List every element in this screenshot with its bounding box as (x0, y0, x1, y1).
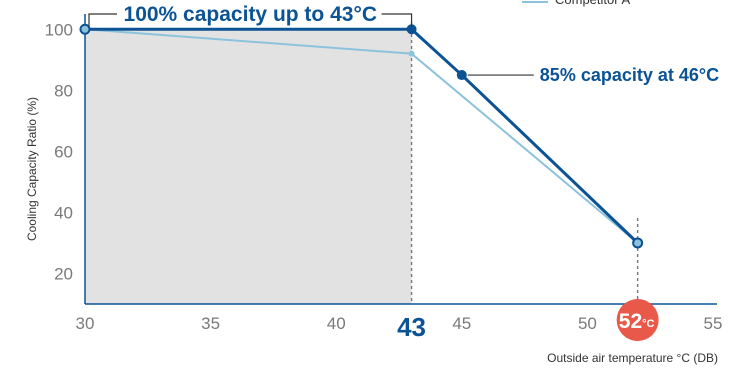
x-tick-label-45: 45 (452, 314, 471, 333)
highlight-tick-43: 43 (397, 312, 426, 342)
y-axis-label: Cooling Capacity Ratio (%) (25, 97, 39, 241)
data-point-main-43 (406, 24, 417, 35)
highlight-tick-52-unit: °C (642, 318, 654, 330)
data-point-main-52 (632, 237, 644, 249)
x-tick-label-35: 35 (201, 314, 220, 333)
annotation-100-capacity: 100% capacity up to 43°C (124, 3, 378, 26)
annotation-bracket-left (88, 13, 117, 28)
highlight-badge-52 (616, 299, 659, 341)
y-tick-label-40: 40 (54, 203, 73, 222)
legend-label-competitor-a: Competitor A (555, 0, 630, 7)
x-tick-label-40: 40 (327, 314, 346, 333)
data-point-main-30 (79, 23, 91, 35)
x-tick-label-50: 50 (578, 314, 597, 333)
x-axis-label: Outside air temperature °C (DB) (547, 351, 718, 365)
x-tick-label-55: 55 (704, 314, 723, 333)
annotation-bracket-right (381, 13, 413, 28)
x-tick-label-30: 30 (76, 314, 95, 333)
y-tick-label-100: 100 (45, 20, 73, 39)
annotation-85-capacity: 85% capacity at 46°C (540, 65, 719, 85)
series-line-main (85, 27, 639, 245)
data-point-main-45 (456, 70, 467, 81)
shaded-range (85, 29, 412, 305)
data-point-competitor-a-43 (408, 50, 415, 57)
y-tick-label-80: 80 (54, 81, 73, 100)
y-tick-label-20: 20 (54, 264, 73, 283)
y-tick-label-60: 60 (54, 142, 73, 161)
